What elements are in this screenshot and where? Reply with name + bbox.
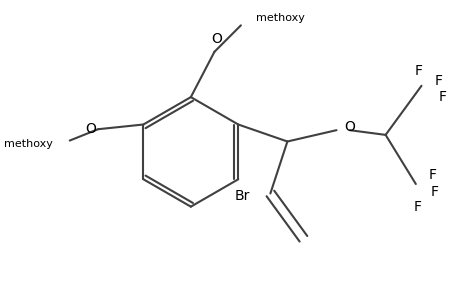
- Text: F: F: [414, 64, 422, 78]
- Text: F: F: [434, 74, 442, 88]
- Text: O: O: [343, 120, 354, 134]
- Text: F: F: [413, 200, 421, 214]
- Text: Br: Br: [234, 189, 249, 203]
- Text: F: F: [428, 168, 436, 182]
- Text: methoxy: methoxy: [4, 139, 53, 149]
- Text: F: F: [437, 90, 445, 104]
- Text: O: O: [210, 32, 221, 46]
- Text: methoxy: methoxy: [256, 13, 304, 23]
- Text: O: O: [85, 122, 96, 136]
- Text: F: F: [430, 184, 438, 199]
